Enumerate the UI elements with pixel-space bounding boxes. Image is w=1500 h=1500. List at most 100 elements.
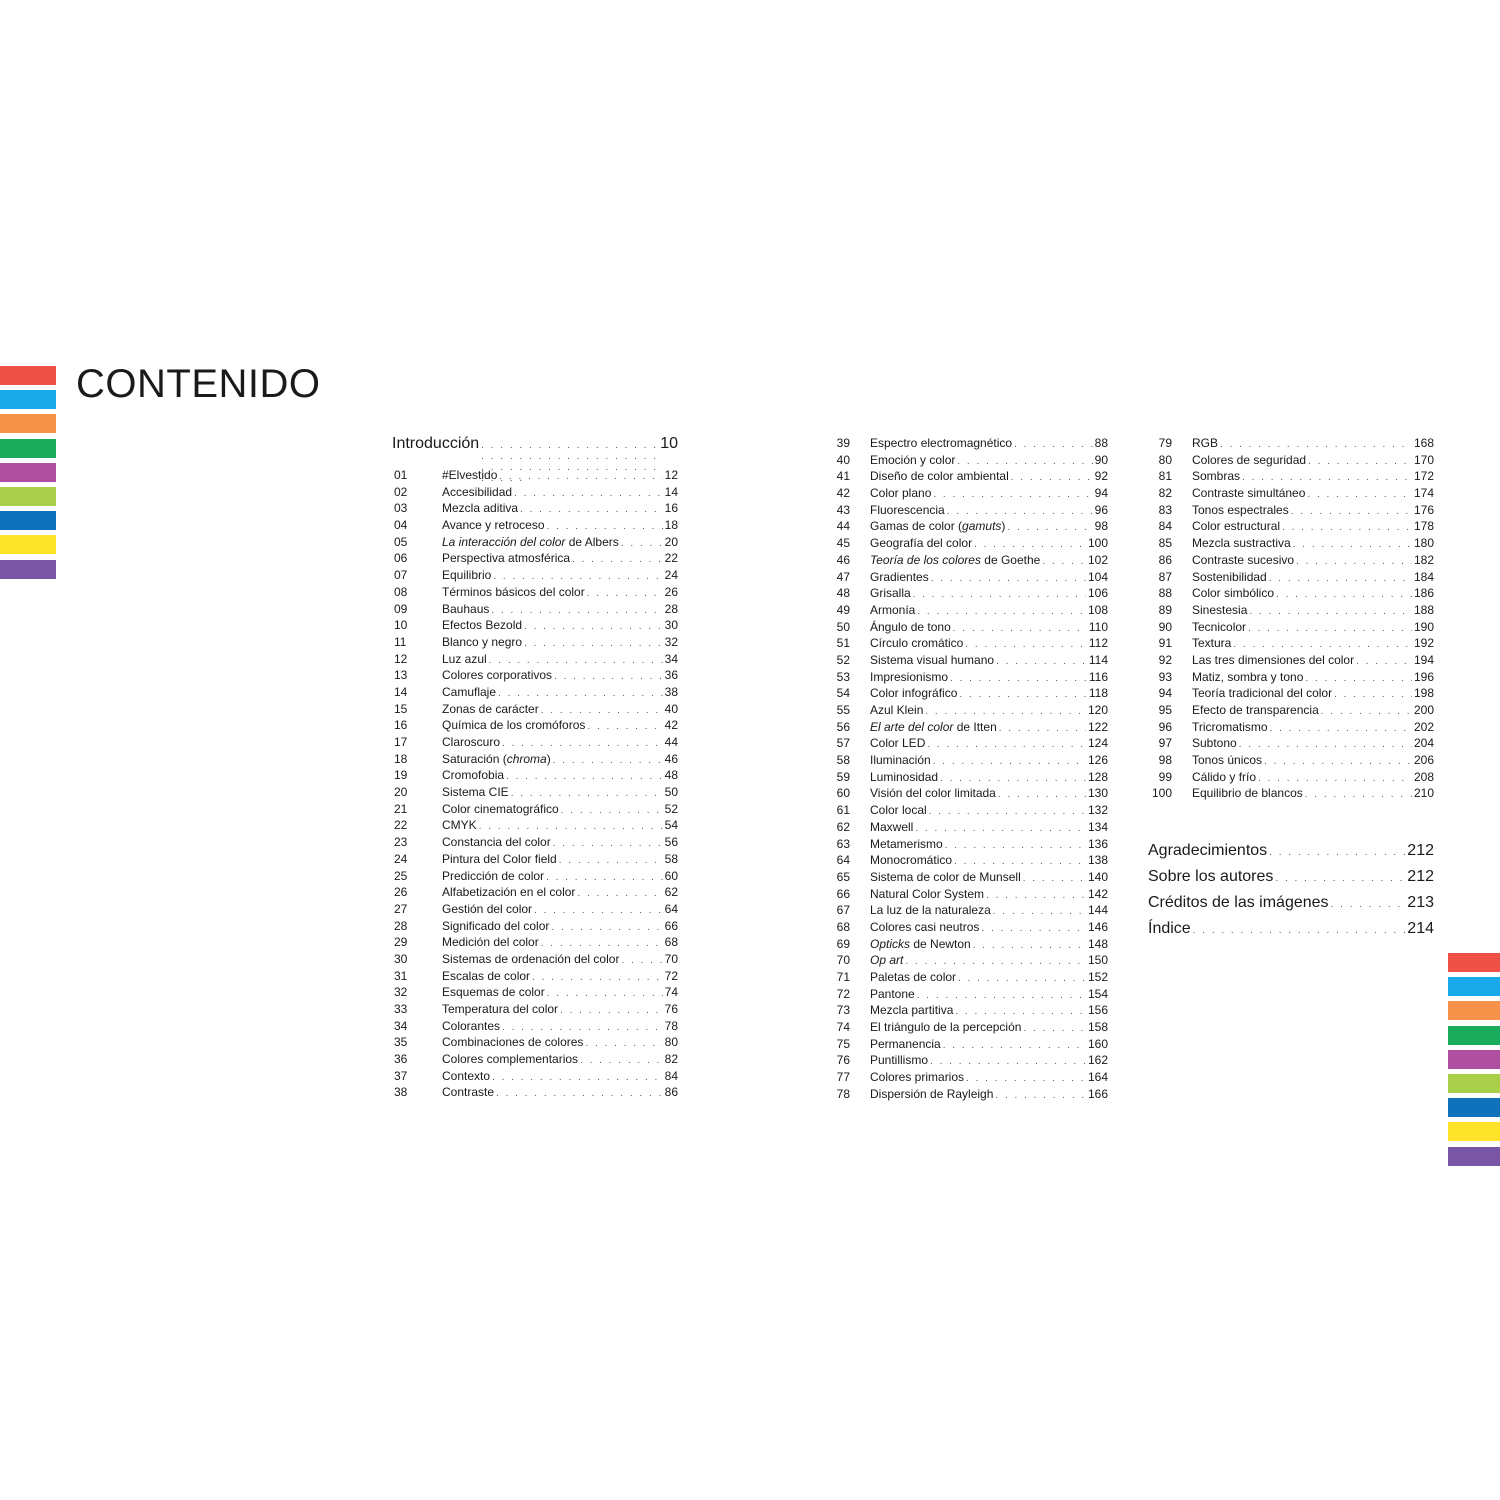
toc-entry[interactable]: 99 Cálido y frío 208 bbox=[1148, 769, 1434, 786]
toc-entry[interactable]: 22 CMYK 54 bbox=[392, 817, 678, 834]
toc-entry[interactable]: 30 Sistemas de ordenación del color 70 bbox=[392, 951, 678, 968]
toc-entry[interactable]: 62 Maxwell 134 bbox=[826, 819, 1108, 836]
toc-entry[interactable]: 09 Bauhaus 28 bbox=[392, 601, 678, 618]
toc-entry[interactable]: 95 Efecto de transparencia 200 bbox=[1148, 702, 1434, 719]
toc-entry[interactable]: 43 Fluorescencia 96 bbox=[826, 502, 1108, 519]
toc-entry[interactable]: 90 Tecnicolor 190 bbox=[1148, 619, 1434, 636]
toc-entry[interactable]: 61 Color local 132 bbox=[826, 802, 1108, 819]
toc-entry[interactable]: 13 Colores corporativos 36 bbox=[392, 667, 678, 684]
toc-entry[interactable]: 52 Sistema visual humano 114 bbox=[826, 652, 1108, 669]
toc-entry[interactable]: 28 Significado del color 66 bbox=[392, 918, 678, 935]
toc-entry[interactable]: 40 Emoción y color 90 bbox=[826, 452, 1108, 469]
toc-entry[interactable]: 57 Color LED 124 bbox=[826, 735, 1108, 752]
toc-entry[interactable]: 20 Sistema CIE 50 bbox=[392, 784, 678, 801]
toc-entry[interactable]: 47 Gradientes 104 bbox=[826, 569, 1108, 586]
toc-entry[interactable]: 34 Colorantes 78 bbox=[392, 1018, 678, 1035]
toc-entry[interactable]: 06 Perspectiva atmosférica 22 bbox=[392, 550, 678, 567]
toc-entry[interactable]: 12 Luz azul 34 bbox=[392, 651, 678, 668]
toc-entry[interactable]: 18 Saturación (chroma) 46 bbox=[392, 751, 678, 768]
toc-entry[interactable]: 68 Colores casi neutros 146 bbox=[826, 919, 1108, 936]
intro-entry[interactable]: Introducción 10 bbox=[392, 435, 678, 457]
toc-entry[interactable]: 92 Las tres dimensiones del color 194 bbox=[1148, 652, 1434, 669]
toc-entry[interactable]: 10 Efectos Bezold 30 bbox=[392, 617, 678, 634]
toc-entry[interactable]: 58 Iluminación 126 bbox=[826, 752, 1108, 769]
toc-entry[interactable]: 17 Claroscuro 44 bbox=[392, 734, 678, 751]
toc-entry[interactable]: 70 Op art 150 bbox=[826, 952, 1108, 969]
toc-entry[interactable]: 67 La luz de la naturaleza 144 bbox=[826, 902, 1108, 919]
toc-entry[interactable]: 21 Color cinematográfico 52 bbox=[392, 801, 678, 818]
toc-entry[interactable]: 19 Cromofobia 48 bbox=[392, 767, 678, 784]
toc-entry[interactable]: 07 Equilibrio 24 bbox=[392, 567, 678, 584]
toc-entry[interactable]: 05 La interacción del color de Albers 20 bbox=[392, 534, 678, 551]
toc-entry[interactable]: 53 Impresionismo 116 bbox=[826, 669, 1108, 686]
toc-entry[interactable]: 98 Tonos únicos 206 bbox=[1148, 752, 1434, 769]
toc-entry[interactable]: 37 Contexto 84 bbox=[392, 1068, 678, 1085]
toc-entry[interactable]: 85 Mezcla sustractiva 180 bbox=[1148, 535, 1434, 552]
toc-entry[interactable]: 11 Blanco y negro 32 bbox=[392, 634, 678, 651]
back-matter-entry[interactable]: Créditos de las imágenes 213 bbox=[1148, 890, 1434, 916]
toc-entry[interactable]: 94 Teoría tradicional del color 198 bbox=[1148, 685, 1434, 702]
toc-entry[interactable]: 51 Círculo cromático 112 bbox=[826, 635, 1108, 652]
toc-entry[interactable]: 15 Zonas de carácter 40 bbox=[392, 701, 678, 718]
toc-entry[interactable]: 87 Sostenibilidad 184 bbox=[1148, 569, 1434, 586]
back-matter-entry[interactable]: Índice 214 bbox=[1148, 916, 1434, 942]
toc-entry[interactable]: 83 Tonos espectrales 176 bbox=[1148, 502, 1434, 519]
toc-entry[interactable]: 56 El arte del color de Itten 122 bbox=[826, 719, 1108, 736]
toc-entry[interactable]: 77 Colores primarios 164 bbox=[826, 1069, 1108, 1086]
toc-entry[interactable]: 24 Pintura del Color field 58 bbox=[392, 851, 678, 868]
toc-entry[interactable]: 01 #Elvestido 12 bbox=[392, 467, 678, 484]
toc-entry[interactable]: 48 Grisalla 106 bbox=[826, 585, 1108, 602]
toc-entry[interactable]: 66 Natural Color System 142 bbox=[826, 886, 1108, 903]
toc-entry[interactable]: 42 Color plano 94 bbox=[826, 485, 1108, 502]
toc-entry[interactable]: 97 Subtono 204 bbox=[1148, 735, 1434, 752]
toc-entry[interactable]: 16 Química de los cromóforos 42 bbox=[392, 717, 678, 734]
toc-entry[interactable]: 26 Alfabetización en el color 62 bbox=[392, 884, 678, 901]
back-matter-entry[interactable]: Sobre los autores 212 bbox=[1148, 864, 1434, 890]
toc-entry[interactable]: 69 Opticks de Newton 148 bbox=[826, 936, 1108, 953]
toc-entry[interactable]: 44 Gamas de color (gamuts) 98 bbox=[826, 518, 1108, 535]
toc-entry[interactable]: 96 Tricromatismo 202 bbox=[1148, 719, 1434, 736]
toc-entry[interactable]: 39 Espectro electromagnético 88 bbox=[826, 435, 1108, 452]
toc-entry[interactable]: 73 Mezcla partitiva 156 bbox=[826, 1002, 1108, 1019]
toc-entry[interactable]: 45 Geografía del color 100 bbox=[826, 535, 1108, 552]
toc-entry[interactable]: 25 Predicción de color 60 bbox=[392, 868, 678, 885]
toc-entry[interactable]: 86 Contraste sucesivo 182 bbox=[1148, 552, 1434, 569]
toc-entry[interactable]: 80 Colores de seguridad 170 bbox=[1148, 452, 1434, 469]
toc-entry[interactable]: 29 Medición del color 68 bbox=[392, 934, 678, 951]
toc-entry[interactable]: 78 Dispersión de Rayleigh 166 bbox=[826, 1086, 1108, 1103]
toc-entry[interactable]: 08 Términos básicos del color 26 bbox=[392, 584, 678, 601]
toc-entry[interactable]: 02 Accesibilidad 14 bbox=[392, 484, 678, 501]
toc-entry[interactable]: 65 Sistema de color de Munsell 140 bbox=[826, 869, 1108, 886]
toc-entry[interactable]: 54 Color infográfico 118 bbox=[826, 685, 1108, 702]
toc-entry[interactable]: 38 Contraste 86 bbox=[392, 1084, 678, 1101]
toc-entry[interactable]: 35 Combinaciones de colores 80 bbox=[392, 1034, 678, 1051]
toc-entry[interactable]: 64 Monocromático 138 bbox=[826, 852, 1108, 869]
toc-entry[interactable]: 82 Contraste simultáneo 174 bbox=[1148, 485, 1434, 502]
toc-entry[interactable]: 23 Constancia del color 56 bbox=[392, 834, 678, 851]
toc-entry[interactable]: 72 Pantone 154 bbox=[826, 986, 1108, 1003]
toc-entry[interactable]: 91 Textura 192 bbox=[1148, 635, 1434, 652]
toc-entry[interactable]: 76 Puntillismo 162 bbox=[826, 1052, 1108, 1069]
toc-entry[interactable]: 59 Luminosidad 128 bbox=[826, 769, 1108, 786]
back-matter-entry[interactable]: Agradecimientos 212 bbox=[1148, 838, 1434, 864]
toc-entry[interactable]: 74 El triángulo de la percepción 158 bbox=[826, 1019, 1108, 1036]
toc-entry[interactable]: 55 Azul Klein 120 bbox=[826, 702, 1108, 719]
toc-entry[interactable]: 31 Escalas de color 72 bbox=[392, 968, 678, 985]
toc-entry[interactable]: 71 Paletas de color 152 bbox=[826, 969, 1108, 986]
toc-entry[interactable]: 33 Temperatura del color 76 bbox=[392, 1001, 678, 1018]
toc-entry[interactable]: 04 Avance y retroceso 18 bbox=[392, 517, 678, 534]
toc-entry[interactable]: 75 Permanencia 160 bbox=[826, 1036, 1108, 1053]
toc-entry[interactable]: 100 Equilibrio de blancos 210 bbox=[1148, 785, 1434, 802]
toc-entry[interactable]: 50 Ángulo de tono 110 bbox=[826, 619, 1108, 636]
toc-entry[interactable]: 46 Teoría de los colores de Goethe 102 bbox=[826, 552, 1108, 569]
toc-entry[interactable]: 93 Matiz, sombra y tono 196 bbox=[1148, 669, 1434, 686]
toc-entry[interactable]: 32 Esquemas de color 74 bbox=[392, 984, 678, 1001]
toc-entry[interactable]: 14 Camuflaje 38 bbox=[392, 684, 678, 701]
toc-entry[interactable]: 63 Metamerismo 136 bbox=[826, 836, 1108, 853]
toc-entry[interactable]: 88 Color simbólico 186 bbox=[1148, 585, 1434, 602]
toc-entry[interactable]: 79 RGB 168 bbox=[1148, 435, 1434, 452]
toc-entry[interactable]: 41 Diseño de color ambiental 92 bbox=[826, 468, 1108, 485]
toc-entry[interactable]: 36 Colores complementarios 82 bbox=[392, 1051, 678, 1068]
toc-entry[interactable]: 81 Sombras 172 bbox=[1148, 468, 1434, 485]
toc-entry[interactable]: 27 Gestión del color 64 bbox=[392, 901, 678, 918]
